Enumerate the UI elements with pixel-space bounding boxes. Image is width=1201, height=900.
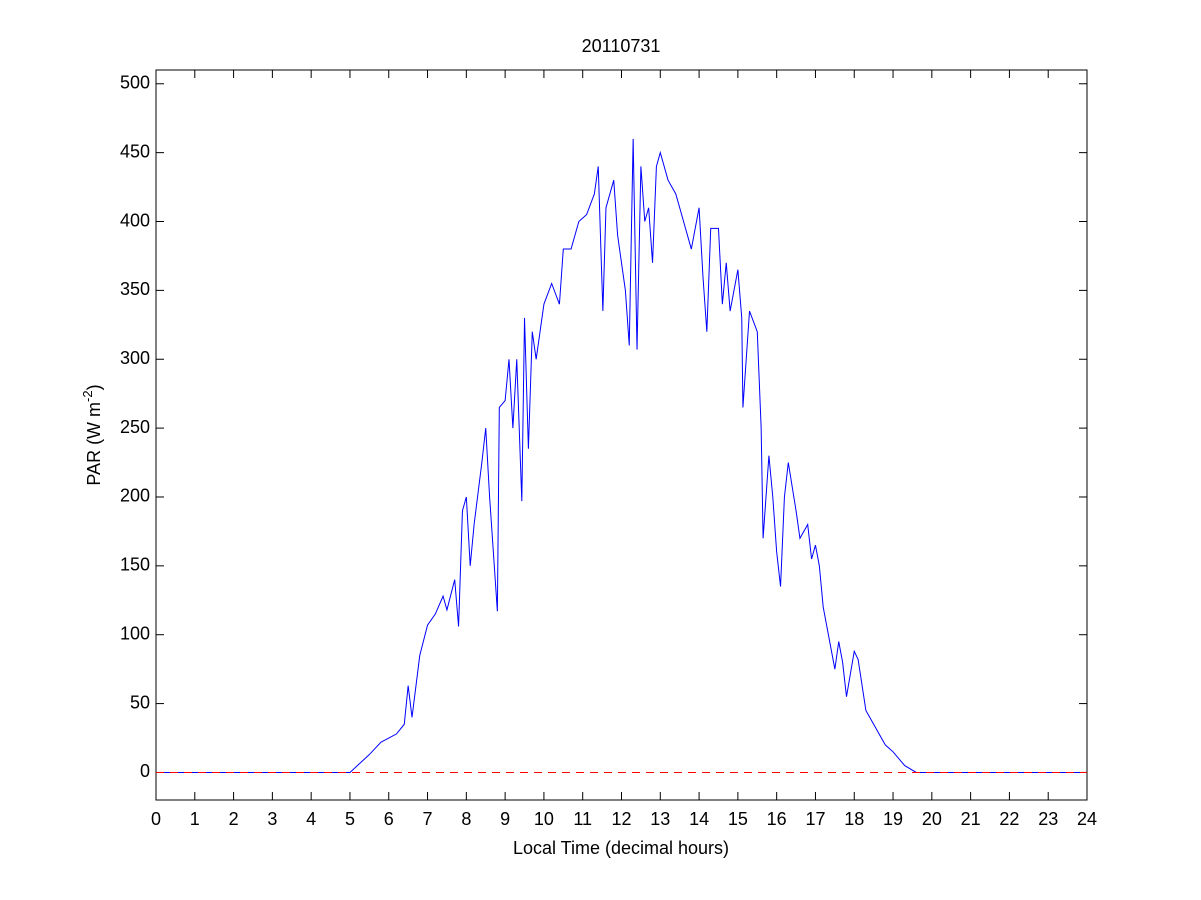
y-tick-label: 300: [120, 348, 150, 368]
x-tick-label: 5: [345, 809, 355, 829]
x-tick-label: 18: [844, 809, 864, 829]
x-tick-label: 13: [650, 809, 670, 829]
x-tick-label: 2: [229, 809, 239, 829]
y-axis-label: PAR (W m-2): [80, 384, 104, 485]
x-tick-label: 12: [611, 809, 631, 829]
x-axis-label: Local Time (decimal hours): [513, 838, 729, 858]
x-tick-label: 16: [767, 809, 787, 829]
chart-title: 20110731: [582, 36, 661, 56]
x-tick-label: 7: [423, 809, 433, 829]
x-tick-label: 10: [534, 809, 554, 829]
y-label-end: ): [84, 384, 104, 390]
y-tick-label: 500: [120, 73, 150, 93]
x-tick-label: 8: [461, 809, 471, 829]
y-label-main: PAR (W m: [84, 402, 104, 486]
y-label-sup: -2: [80, 390, 95, 402]
x-tick-label: 11: [573, 809, 592, 829]
y-tick-label: 0: [140, 761, 150, 781]
y-tick-label: 400: [120, 210, 150, 230]
x-tick-label: 9: [500, 809, 510, 829]
plot-frame: [155, 69, 1088, 801]
x-tick-label: 15: [728, 809, 748, 829]
x-tick-label: 21: [961, 809, 981, 829]
y-tick-label: 50: [130, 692, 150, 712]
y-tick-label: 200: [120, 486, 150, 506]
x-tick-label: 20: [922, 809, 942, 829]
x-tick-label: 22: [999, 809, 1019, 829]
x-tick-label: 6: [384, 809, 394, 829]
x-tick-label: 3: [267, 809, 277, 829]
x-tick-label: 17: [805, 809, 825, 829]
y-tick-label: 250: [120, 417, 150, 437]
x-tick-label: 24: [1077, 809, 1097, 829]
y-tick-label: 450: [120, 141, 150, 161]
x-tick-label: 14: [689, 809, 709, 829]
x-tick-label: 4: [306, 809, 316, 829]
y-tick-label: 150: [120, 555, 150, 575]
x-tick-label: 19: [883, 809, 903, 829]
x-tick-label: 1: [190, 809, 200, 829]
y-tick-label: 350: [120, 279, 150, 299]
data-line: [156, 138, 1087, 773]
y-tick-label: 100: [120, 623, 150, 643]
x-tick-label: 0: [151, 809, 161, 829]
x-tick-label: 23: [1038, 809, 1058, 829]
